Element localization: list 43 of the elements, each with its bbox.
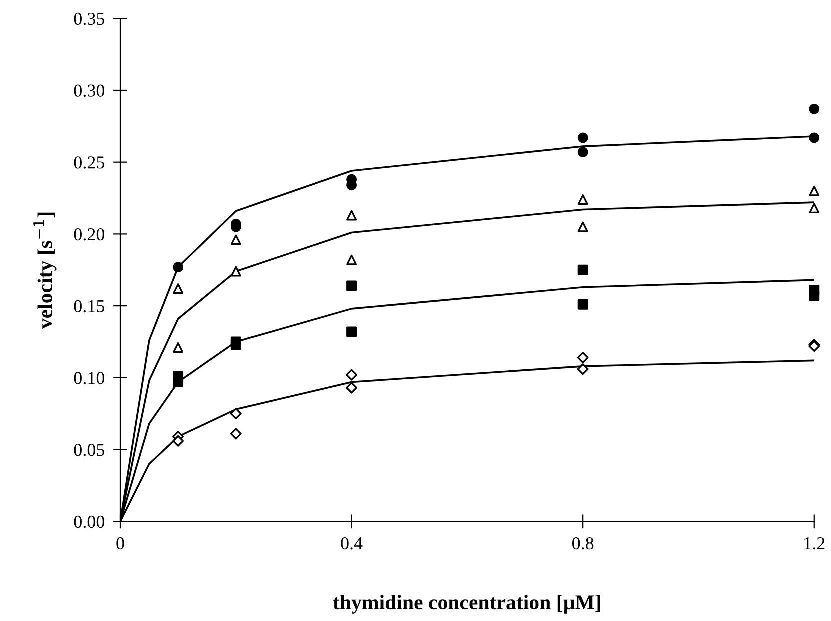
x-tick-label: 0.4 xyxy=(341,537,363,550)
point xyxy=(346,369,358,381)
point xyxy=(577,364,589,376)
x-tick-label: 1.2 xyxy=(804,537,825,550)
point xyxy=(173,342,184,353)
point xyxy=(346,210,358,221)
y-tick-label: 0.10 xyxy=(74,372,105,384)
point xyxy=(346,254,358,266)
y-tick-label: 0.15 xyxy=(74,300,105,313)
point xyxy=(577,352,589,364)
point xyxy=(578,299,588,310)
point xyxy=(578,147,588,158)
point xyxy=(230,408,242,420)
point xyxy=(230,234,242,246)
x-axis-title: thymidine concentration [µM] xyxy=(333,594,600,614)
y-tick-label: 0.35 xyxy=(74,12,105,26)
point xyxy=(173,284,184,294)
y-tick-label: 0.25 xyxy=(74,156,105,169)
point xyxy=(809,186,820,196)
point xyxy=(809,290,820,302)
x-tick-label: 0.8 xyxy=(572,537,594,550)
point xyxy=(809,132,820,144)
y-tick-label: 0.20 xyxy=(74,228,105,241)
y-tick-label: 0.30 xyxy=(74,84,105,98)
point xyxy=(173,262,184,272)
point xyxy=(230,266,242,277)
point xyxy=(346,280,358,292)
point xyxy=(346,326,358,338)
y-tick-label: 0.00 xyxy=(74,516,105,528)
point xyxy=(809,104,820,114)
point xyxy=(578,194,588,205)
x-tick-label: 0 xyxy=(116,537,124,550)
point xyxy=(230,428,242,440)
point xyxy=(809,203,820,214)
point xyxy=(172,435,184,447)
point xyxy=(578,132,588,144)
point xyxy=(173,377,184,388)
point xyxy=(578,222,588,232)
point xyxy=(230,340,242,350)
point xyxy=(578,264,588,276)
y-axis-title: velocity [s$^{−1}$] xyxy=(34,212,57,330)
y-tick-label: 0.05 xyxy=(74,444,105,456)
point xyxy=(346,382,358,394)
